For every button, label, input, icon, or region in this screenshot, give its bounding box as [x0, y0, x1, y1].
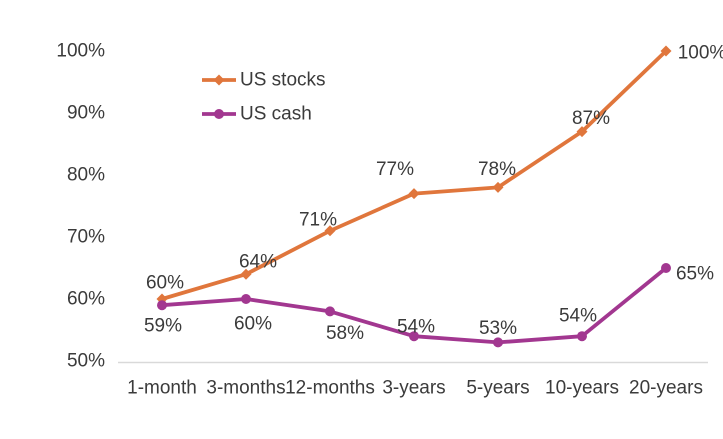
- x-category-label: 12-months: [285, 378, 375, 399]
- x-category-label: 5-years: [466, 378, 529, 399]
- data-point-label-us-stocks: 77%: [376, 159, 414, 180]
- data-point-label-us-stocks: 87%: [572, 108, 610, 129]
- data-point-label-us-stocks: 78%: [478, 159, 516, 180]
- data-point-marker-us-stocks: [576, 126, 588, 138]
- legend-label-us-stocks: US stocks: [240, 70, 326, 91]
- data-point-marker-us-cash: [409, 331, 419, 342]
- legend-marker-us-stocks: [213, 74, 225, 86]
- data-point-marker-us-stocks: [492, 181, 504, 193]
- data-point-label-us-stocks: 71%: [299, 209, 337, 230]
- data-point-label-us-cash: 60%: [234, 314, 272, 335]
- data-point-label-us-cash: 54%: [559, 306, 597, 327]
- legend-marker-us-cash: [214, 109, 224, 119]
- y-tick-label: 50%: [67, 351, 105, 372]
- y-tick-label: 60%: [67, 289, 105, 310]
- x-category-label: 10-years: [545, 378, 619, 399]
- data-point-marker-us-stocks: [240, 268, 252, 280]
- data-point-label-us-cash: 53%: [479, 318, 517, 339]
- y-tick-label: 70%: [67, 227, 105, 248]
- x-category-label: 3-months: [206, 378, 285, 399]
- data-point-label-us-stocks: 60%: [146, 273, 184, 294]
- data-point-marker-us-cash: [577, 331, 587, 342]
- data-point-marker-us-stocks: [660, 45, 672, 57]
- x-category-label: 20-years: [629, 378, 703, 399]
- data-point-label-us-stocks: 64%: [239, 252, 277, 273]
- x-category-label: 1-month: [127, 378, 197, 399]
- data-point-label-us-cash: 54%: [397, 317, 435, 338]
- legend-label-us-cash: US cash: [240, 104, 312, 125]
- data-point-marker-us-stocks: [324, 225, 336, 237]
- data-point-marker-us-cash: [493, 337, 503, 348]
- data-point-label-us-cash: 65%: [676, 264, 714, 285]
- data-point-marker-us-cash: [661, 263, 671, 273]
- data-point-marker-us-cash: [325, 306, 335, 317]
- y-tick-label: 90%: [67, 103, 105, 124]
- x-category-label: 3-years: [382, 378, 445, 399]
- y-tick-label: 100%: [56, 41, 105, 62]
- data-point-marker-us-cash: [157, 300, 167, 311]
- data-point-marker-us-stocks: [408, 188, 420, 200]
- line-chart: 100% 90% 80% 70% 60% 50% 1-month 3-months 12-mon…: [40, 16, 723, 423]
- data-point-label-us-stocks: 100%: [678, 43, 723, 64]
- data-point-label-us-cash: 59%: [144, 316, 182, 337]
- y-tick-label: 80%: [67, 165, 105, 186]
- chart-canvas: 100% 90% 80% 70% 60% 50% 1-month 3-months 12-mon…: [56, 41, 723, 399]
- data-point-label-us-cash: 58%: [326, 323, 364, 344]
- data-point-marker-us-cash: [241, 294, 251, 304]
